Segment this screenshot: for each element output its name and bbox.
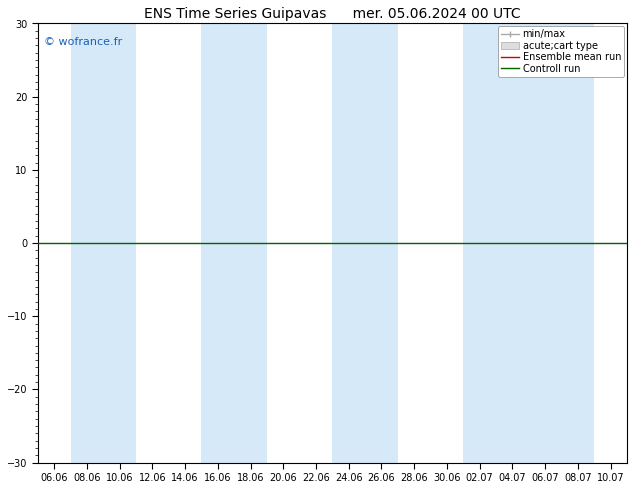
Text: © wofrance.fr: © wofrance.fr [44, 37, 122, 47]
Bar [463, 24, 529, 463]
Legend: min/max, acute;cart type, Ensemble mean run, Controll run: min/max, acute;cart type, Ensemble mean … [498, 26, 624, 76]
Bar [529, 24, 594, 463]
Bar [332, 24, 398, 463]
Bar [70, 24, 136, 463]
Bar [202, 24, 267, 463]
Title: ENS Time Series Guipavas      mer. 05.06.2024 00 UTC: ENS Time Series Guipavas mer. 05.06.2024… [144, 7, 521, 21]
